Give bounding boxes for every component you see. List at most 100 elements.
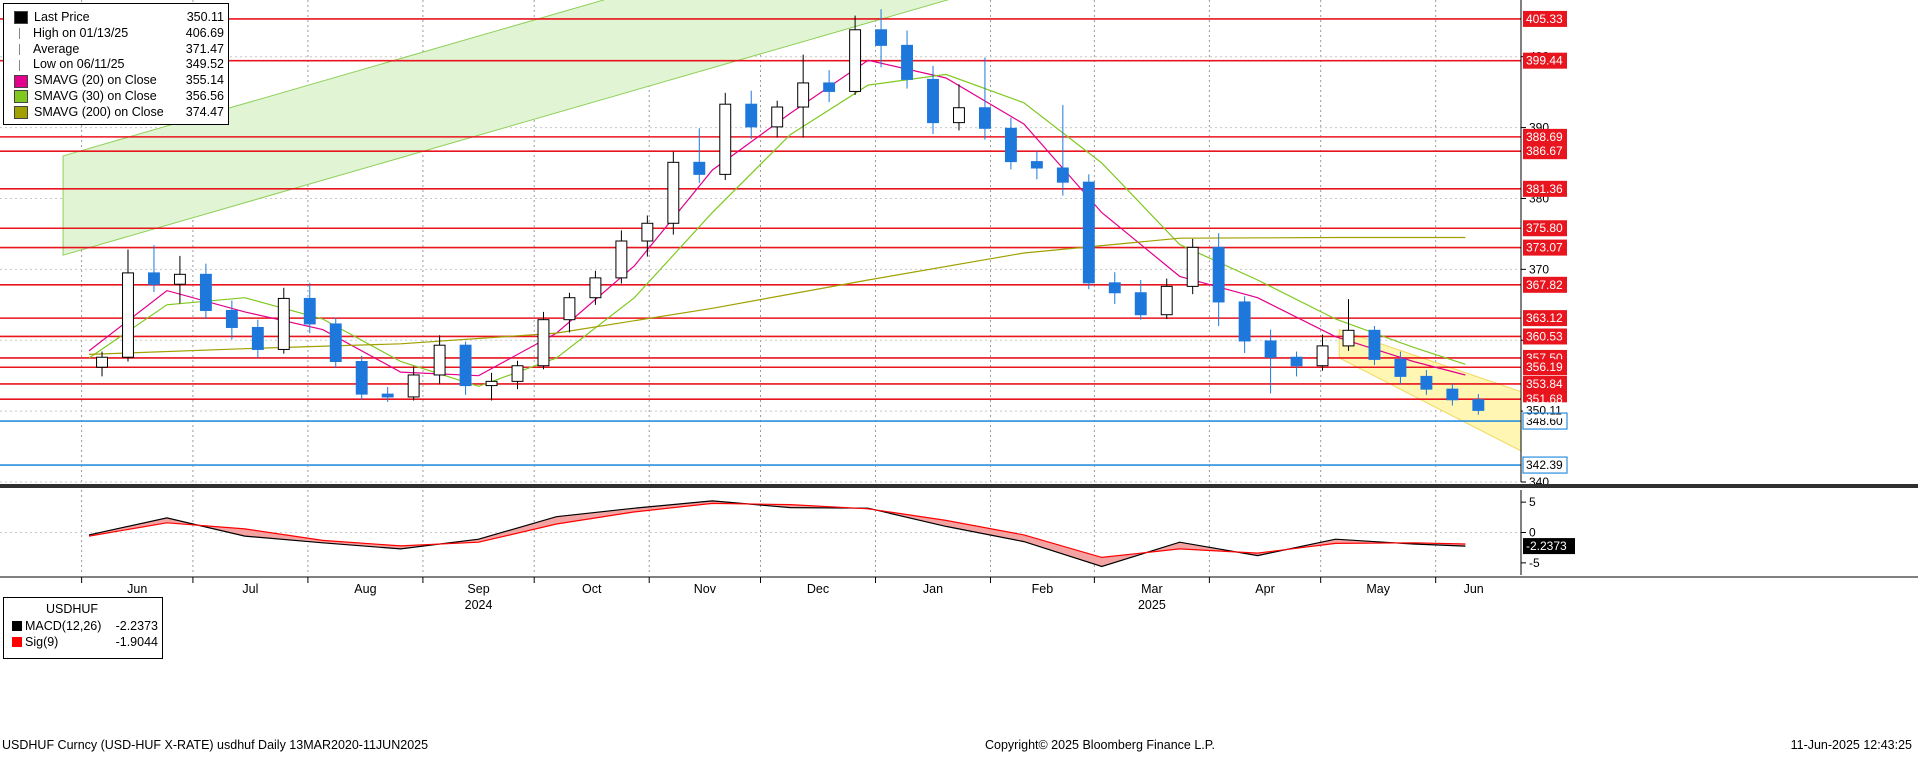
level-tag-box — [1523, 180, 1567, 197]
candle-body — [96, 356, 108, 368]
level-tag-label: 353.84 — [1526, 377, 1563, 391]
macd-axis-tick-label: 0 — [1529, 526, 1536, 540]
candle-body — [797, 82, 810, 108]
month-label: Aug — [354, 582, 376, 596]
series-line — [88, 236, 1466, 355]
level-tag-box — [1523, 375, 1567, 392]
candle-body — [1394, 358, 1407, 377]
legend-swatch — [19, 28, 27, 40]
candle-body — [537, 319, 550, 367]
legend-label: SMAVG (30) on Close — [34, 88, 157, 103]
year-label: 2024 — [465, 598, 493, 612]
level-tag-box — [1523, 310, 1567, 327]
legend-label: SMAVG (200) on Close — [34, 104, 164, 119]
candle-body — [1030, 161, 1043, 169]
candle-body — [953, 107, 965, 124]
level-tag-box — [1523, 52, 1567, 69]
price-legend: Last Price 350.11 High on 01/13/25 406.69 Av… — [3, 3, 229, 125]
candle-body — [1316, 345, 1329, 367]
candle-body — [563, 297, 576, 321]
candle-body — [277, 297, 290, 350]
candle-body — [173, 273, 186, 285]
macd-legend-row: Sig(9) -1.9044 — [12, 634, 162, 650]
macd-legend-title: USDHUF — [45, 602, 99, 616]
legend-value: 374.47 — [185, 104, 224, 119]
macd-series-line — [88, 502, 1466, 559]
macd-legend-swatch — [12, 636, 22, 647]
level-tag-box — [1523, 359, 1567, 376]
level-tag-label: 375.80 — [1526, 221, 1563, 235]
level-tag-box — [1523, 328, 1567, 345]
candle-body — [329, 323, 342, 362]
month-label: Dec — [807, 582, 829, 596]
candle-body — [251, 326, 264, 350]
legend-value: 356.56 — [185, 88, 224, 103]
level-tag-blue-border — [1522, 412, 1568, 430]
legend-label: High on 01/13/25 — [33, 25, 129, 40]
candle-body — [901, 44, 913, 80]
level-tag-label: 386.67 — [1526, 144, 1563, 158]
level-tag-box — [1523, 143, 1567, 160]
candle-body — [1186, 246, 1199, 287]
macd-legend: USDHUF MACD(12,26) -2.2373 Sig(9) -1.9044 — [3, 597, 163, 659]
month-label: Jun — [1464, 582, 1484, 596]
level-tag-box — [1523, 239, 1567, 256]
candle-body — [1264, 340, 1277, 358]
legend-row: High on 01/13/25 406.69 — [14, 26, 228, 42]
candle-body — [225, 309, 238, 328]
legend-value: 406.69 — [185, 25, 224, 40]
month-label: Jan — [923, 582, 943, 596]
level-tag-box — [1523, 276, 1567, 293]
legend-row: Low on 06/11/25 349.52 — [14, 57, 228, 73]
last-price-tag-label: 350.11 — [1526, 403, 1562, 417]
candle-body — [407, 374, 420, 398]
legend-row: Average 371.47 — [14, 42, 228, 58]
year-label: 2025 — [1138, 598, 1166, 612]
candle-body — [927, 78, 939, 124]
candle-body — [199, 273, 212, 311]
candle-body — [1212, 246, 1225, 303]
candle-body — [433, 344, 446, 376]
level-tag-box — [1523, 10, 1567, 27]
macd-legend-label: MACD(12,26) — [25, 618, 102, 633]
legend-swatch — [19, 59, 27, 71]
moving-averages — [88, 59, 1466, 387]
month-label: Mar — [1141, 582, 1163, 596]
legend-value: 355.14 — [185, 73, 224, 88]
legend-row: SMAVG (30) on Close 356.56 — [14, 89, 228, 105]
candle-body — [1238, 301, 1251, 342]
candle-body — [823, 82, 836, 92]
candle-body — [1108, 282, 1121, 294]
candle-body — [1368, 329, 1381, 360]
month-label: Nov — [694, 582, 717, 596]
candle-body — [1134, 292, 1147, 316]
candle-body — [459, 344, 472, 387]
price-axis-strip — [1521, 0, 1918, 482]
level-tag-box — [1523, 220, 1567, 237]
legend-value: 349.52 — [185, 57, 224, 72]
footer-copyright: Copyright© 2025 Bloomberg Finance L.P. — [985, 738, 1215, 752]
level-tag-label: 373.07 — [1526, 241, 1563, 255]
macd-axis-tick-label: 5 — [1529, 495, 1536, 509]
candle-body — [1290, 356, 1303, 367]
candle-body — [693, 161, 706, 175]
candles — [96, 9, 1485, 415]
candle-body — [1004, 127, 1017, 163]
candle-body — [122, 272, 134, 358]
candle-body — [641, 222, 654, 242]
macd-panel: 5 0 -5 -2.2373 — [0, 490, 1575, 575]
candle-body — [1082, 181, 1095, 284]
candle-body — [615, 240, 628, 279]
candle-body — [667, 161, 680, 224]
series-line — [88, 73, 1466, 387]
level-tag-label: 388.69 — [1526, 130, 1563, 144]
candle-body — [719, 103, 732, 175]
legend-label: Last Price — [34, 10, 90, 24]
price-axis-tick-label: 370 — [1529, 262, 1549, 276]
candle-body — [303, 297, 316, 325]
legend-value: 350.11 — [186, 10, 224, 24]
candle-body — [875, 29, 888, 46]
macd-legend-swatch — [12, 620, 22, 631]
month-label: Oct — [582, 582, 602, 596]
